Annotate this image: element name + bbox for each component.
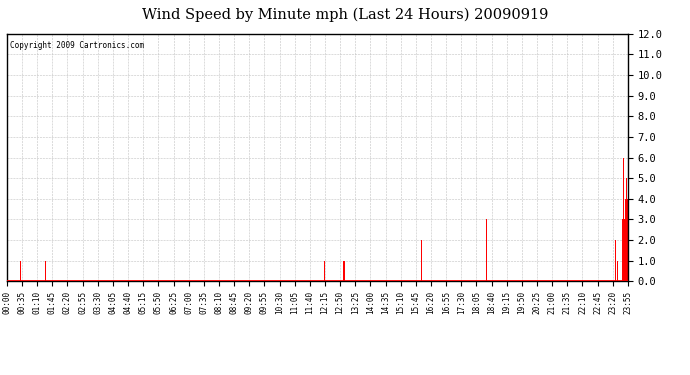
Text: Copyright 2009 Cartronics.com: Copyright 2009 Cartronics.com — [10, 41, 144, 50]
Text: Wind Speed by Minute mph (Last 24 Hours) 20090919: Wind Speed by Minute mph (Last 24 Hours)… — [142, 8, 548, 22]
